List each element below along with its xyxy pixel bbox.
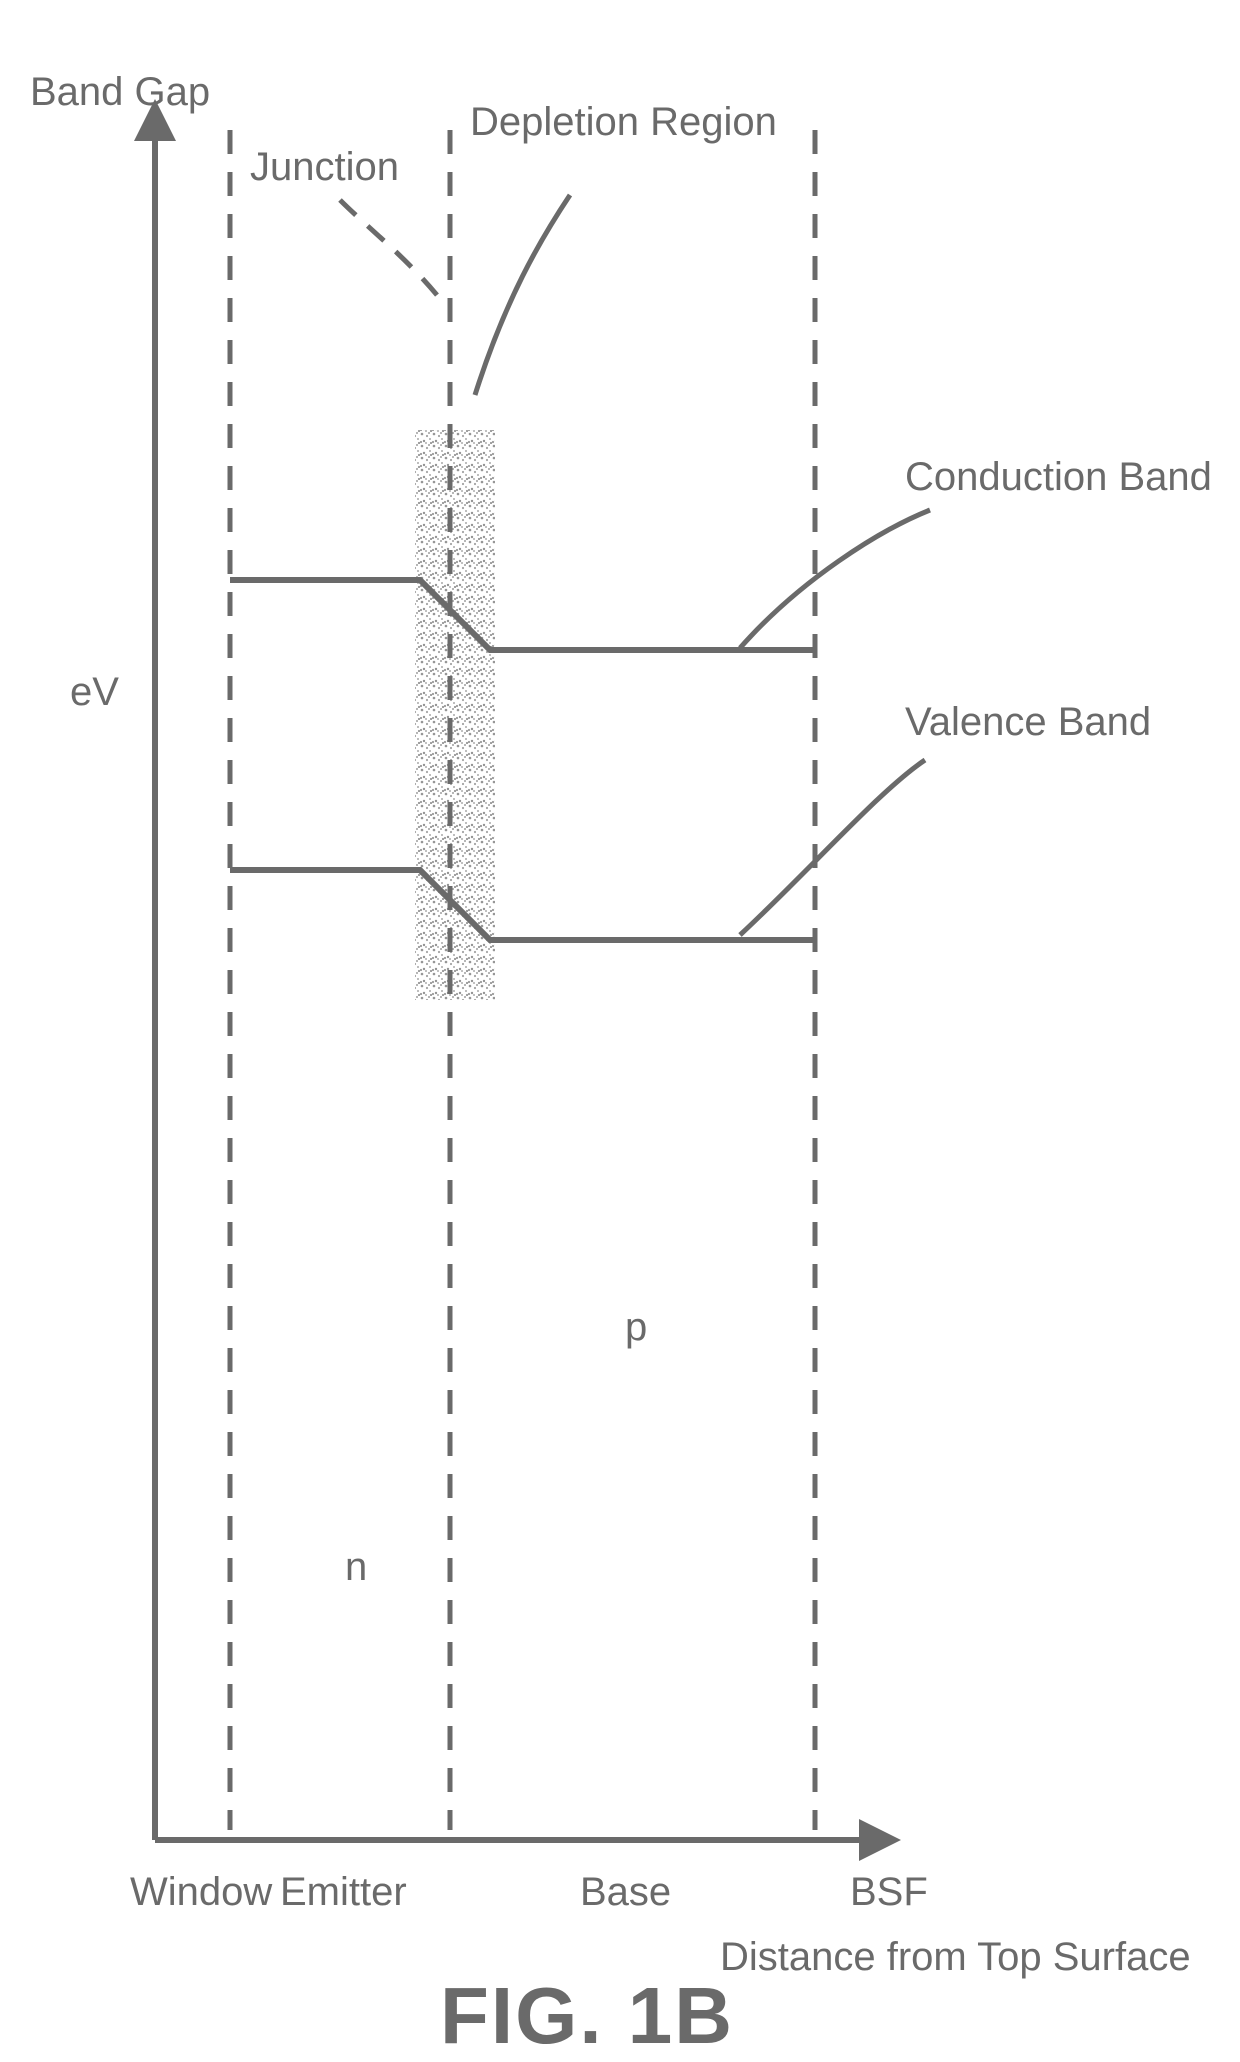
- valence-band-line: [230, 870, 815, 940]
- emitter-label: Emitter: [280, 1870, 407, 1915]
- figure-title: FIG. 1B: [440, 1970, 734, 2062]
- junction-label: Junction: [250, 145, 399, 190]
- junction-leader: [340, 200, 445, 305]
- n-label: n: [345, 1545, 367, 1590]
- band-diagram: [0, 0, 1240, 2059]
- ev-label: eV: [70, 670, 119, 715]
- bsf-label: BSF: [850, 1870, 928, 1915]
- conduction-leader: [740, 510, 930, 648]
- p-label: p: [625, 1305, 647, 1350]
- base-label: Base: [580, 1870, 671, 1915]
- window-label: Window: [130, 1870, 272, 1915]
- x-axis-label: Distance from Top Surface: [720, 1935, 1191, 1980]
- depletion-leader: [475, 195, 570, 395]
- axes: [155, 120, 880, 1840]
- depletion-region-label: Depletion Region: [470, 100, 777, 145]
- band-gap-label: Band Gap: [30, 70, 210, 115]
- conduction-band-label: Conduction Band: [905, 455, 1212, 500]
- figure-page: Band Gap eV Junction Depletion Region Co…: [0, 0, 1240, 2059]
- conduction-band-line: [230, 580, 815, 650]
- valence-band-label: Valence Band: [905, 700, 1151, 745]
- depletion-region-shading: [415, 430, 495, 1000]
- valence-leader: [740, 760, 925, 935]
- region-boundaries: [230, 130, 815, 1830]
